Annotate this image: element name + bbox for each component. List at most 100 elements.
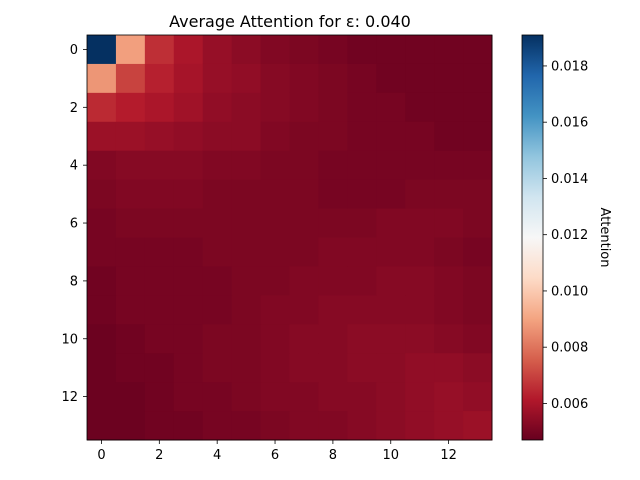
heatmap-cell	[405, 63, 435, 94]
heatmap-cell	[434, 121, 464, 152]
colorbar-tick-label: 0.010	[551, 284, 588, 299]
heatmap-cell	[318, 208, 348, 238]
heatmap-cell	[115, 382, 146, 412]
heatmap-cell	[347, 92, 377, 123]
heatmap-cell	[347, 121, 377, 152]
plot-frame	[86, 34, 493, 441]
heatmap-cell	[463, 237, 493, 267]
heatmap-cell	[463, 324, 493, 354]
heatmap-cell	[347, 35, 377, 65]
x-tick-label: 0	[97, 448, 105, 463]
heatmap-cell	[347, 324, 377, 354]
heatmap-cell	[376, 411, 406, 441]
heatmap-cell	[434, 179, 464, 210]
heatmap-cell	[87, 295, 117, 325]
heatmap-cell	[405, 92, 435, 123]
heatmap-cell	[173, 411, 204, 441]
heatmap-cell	[376, 324, 406, 354]
heatmap-cell	[376, 208, 406, 238]
x-axis: 0 2 4 6 8 10 12	[97, 440, 457, 463]
heatmap-cell	[231, 266, 262, 296]
heatmap-cell	[115, 63, 146, 94]
heatmap-cell	[289, 63, 319, 94]
heatmap-cell	[144, 353, 175, 383]
heatmap-cell	[87, 150, 117, 181]
heatmap-cell	[260, 411, 290, 441]
heatmap-cell	[87, 121, 117, 152]
heatmap-cell	[405, 35, 435, 65]
heatmap-cell	[144, 63, 175, 94]
heatmap-cell	[173, 353, 204, 383]
colorbar-ticks: 0.006 0.008 0.010 0.012 0.014 0.016 0.018	[543, 59, 588, 412]
heatmap-cell	[87, 208, 117, 238]
heatmap-cell	[260, 266, 290, 296]
heatmap-cell	[144, 237, 175, 267]
heatmap-cell	[463, 121, 493, 152]
heatmap-cell	[202, 237, 233, 267]
heatmap-cell	[144, 208, 175, 238]
heatmap-cell	[289, 237, 319, 267]
heatmap-cell	[231, 324, 262, 354]
x-tick-label: 10	[382, 448, 399, 463]
heatmap-cell	[202, 35, 233, 65]
heatmap-cell	[231, 382, 262, 412]
heatmap-cell	[260, 35, 290, 65]
heatmap-cell	[260, 295, 290, 325]
heatmap-cell	[347, 179, 377, 210]
heatmap-cell	[87, 324, 117, 354]
heatmap-cell	[318, 121, 348, 152]
heatmap-cell	[347, 208, 377, 238]
heatmap-cell	[434, 92, 464, 123]
heatmap-cell	[463, 208, 493, 238]
heatmap-cell	[173, 179, 204, 210]
heatmap-cell	[463, 266, 493, 296]
heatmap-cell	[289, 266, 319, 296]
heatmap-cell	[115, 35, 146, 65]
heatmap-cell	[318, 35, 348, 65]
heatmap-cell	[144, 382, 175, 412]
heatmap-cell	[202, 382, 233, 412]
x-tick-label: 12	[440, 448, 457, 463]
heatmap-cell	[231, 208, 262, 238]
heatmap-cell	[115, 237, 146, 267]
heatmap-cell	[144, 324, 175, 354]
heatmap-cell	[376, 35, 406, 65]
x-tick-label: 6	[271, 448, 279, 463]
y-tick-label: 0	[70, 43, 78, 58]
heatmap-cell	[202, 295, 233, 325]
heatmap-cell	[376, 353, 406, 383]
heatmap-cell	[463, 353, 493, 383]
heatmap-cell	[231, 150, 262, 181]
heatmap-cell	[87, 179, 117, 210]
heatmap-cell	[144, 92, 175, 123]
heatmap-cell	[463, 382, 493, 412]
y-axis: 0 2 4 6 8 10 12	[61, 43, 87, 405]
heatmap-cell	[318, 382, 348, 412]
heatmap-cell	[289, 353, 319, 383]
heatmap-cell	[289, 295, 319, 325]
heatmap-cell	[115, 208, 146, 238]
heatmap-cell	[144, 411, 175, 441]
heatmap-cell	[173, 237, 204, 267]
heatmap-cell	[87, 92, 117, 123]
heatmap-cell	[434, 150, 464, 181]
heatmap-cell	[405, 266, 435, 296]
heatmap-cell	[202, 411, 233, 441]
heatmap-cell	[405, 324, 435, 354]
heatmap-cell	[260, 353, 290, 383]
heatmap-cell	[405, 237, 435, 267]
y-tick-label: 12	[61, 390, 78, 405]
heatmap-cell	[260, 324, 290, 354]
heatmap-cell	[115, 353, 146, 383]
heatmap-cell	[463, 179, 493, 210]
heatmap-cell	[463, 92, 493, 123]
heatmap-cell	[202, 353, 233, 383]
y-tick-label: 4	[70, 159, 78, 174]
heatmap-cell	[434, 324, 464, 354]
heatmap-cell	[318, 92, 348, 123]
heatmap-cell	[463, 35, 493, 65]
heatmap-cell	[231, 411, 262, 441]
x-tick-label: 2	[155, 448, 163, 463]
heatmap-cell	[173, 150, 204, 181]
colorbar-tick-label: 0.016	[551, 116, 588, 131]
